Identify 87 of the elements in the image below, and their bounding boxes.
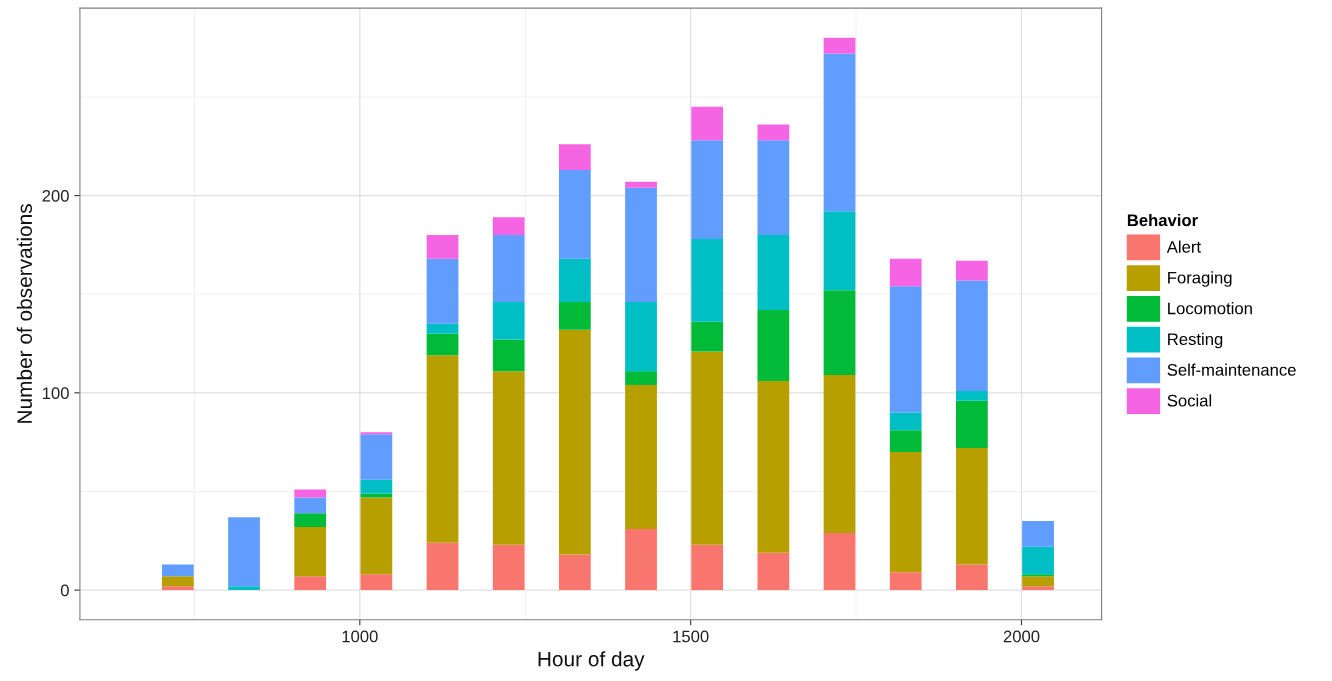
bar xyxy=(757,552,790,591)
bar xyxy=(625,187,657,303)
x-axis-title: Hour of day xyxy=(538,651,645,671)
y-tick-label: 0 xyxy=(60,584,69,597)
bar xyxy=(426,355,459,543)
bar xyxy=(823,37,856,54)
bar xyxy=(558,554,591,591)
bar xyxy=(360,434,393,480)
bar xyxy=(492,339,525,372)
bar xyxy=(360,574,393,591)
bar xyxy=(161,586,194,591)
bar xyxy=(691,321,724,352)
bar xyxy=(691,106,724,141)
bar xyxy=(955,390,988,401)
bar xyxy=(558,169,591,259)
bar xyxy=(294,576,327,591)
bar xyxy=(492,302,525,340)
bar xyxy=(360,497,393,575)
bar xyxy=(492,371,525,545)
bar xyxy=(823,532,856,591)
bar xyxy=(1022,576,1054,587)
bar xyxy=(1022,546,1054,575)
y-tick-label: 100 xyxy=(42,387,69,400)
bar xyxy=(757,140,790,236)
legend-label: Foraging xyxy=(1168,271,1232,287)
bar xyxy=(757,310,790,382)
bar xyxy=(955,448,988,565)
bar xyxy=(691,351,724,545)
bar xyxy=(1022,586,1054,591)
bar xyxy=(294,526,327,577)
bar xyxy=(492,544,525,591)
x-tick-label: 2000 xyxy=(1003,630,1040,643)
x-tick-label: 1500 xyxy=(673,630,709,643)
bar xyxy=(492,217,525,236)
bar xyxy=(492,235,525,303)
bar xyxy=(426,235,459,259)
bar xyxy=(558,329,591,555)
bar xyxy=(889,572,922,591)
bar xyxy=(161,576,194,587)
y-axis-title: Number of observations xyxy=(16,204,33,423)
x-tick-label: 1000 xyxy=(342,630,378,643)
bar xyxy=(955,400,988,449)
bar xyxy=(625,371,657,385)
bar xyxy=(691,544,724,591)
bar xyxy=(889,430,922,453)
legend-title: Behavior xyxy=(1127,213,1198,227)
bar xyxy=(558,144,591,170)
bar xyxy=(625,181,657,188)
bar xyxy=(691,238,724,322)
bar xyxy=(955,280,988,391)
bar xyxy=(426,258,459,324)
bar xyxy=(558,258,591,303)
bar xyxy=(294,513,327,527)
bar xyxy=(889,412,922,431)
bar xyxy=(1022,521,1054,547)
legend-label: Social xyxy=(1167,394,1212,407)
bar xyxy=(823,375,856,533)
bar xyxy=(757,235,790,310)
bar xyxy=(625,384,657,529)
bar xyxy=(823,211,856,291)
bar xyxy=(426,333,459,356)
bar xyxy=(889,286,922,413)
bar xyxy=(955,564,988,591)
legend-label: Locomotion xyxy=(1168,302,1252,315)
bar xyxy=(426,323,459,334)
bar xyxy=(955,260,988,281)
bar xyxy=(757,124,790,141)
bar xyxy=(691,140,724,239)
bar xyxy=(823,53,856,212)
bar xyxy=(360,493,393,498)
bar xyxy=(625,528,657,591)
bar xyxy=(161,564,194,577)
bar xyxy=(823,290,856,376)
bar xyxy=(360,479,393,494)
bar xyxy=(228,586,260,591)
legend-label: Self-maintenance xyxy=(1167,363,1296,376)
legend-label: Resting xyxy=(1168,332,1223,349)
y-tick-label: 200 xyxy=(42,189,69,202)
bar xyxy=(558,302,591,330)
legend-label: Alert xyxy=(1166,240,1201,253)
bar xyxy=(889,258,922,287)
bar xyxy=(426,542,459,591)
bar xyxy=(757,381,790,553)
bar xyxy=(889,452,922,573)
bar xyxy=(625,302,657,372)
bar xyxy=(228,517,260,587)
bar xyxy=(294,497,327,514)
